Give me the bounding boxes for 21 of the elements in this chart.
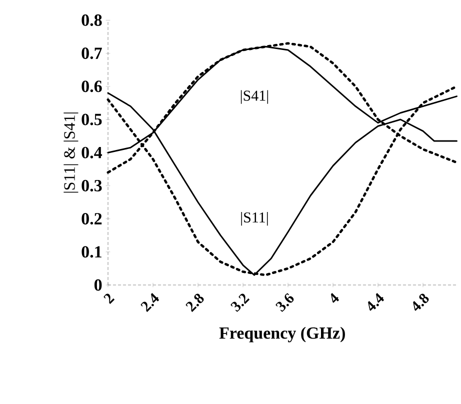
- y-axis-title: |S11| & |S41|: [64, 112, 78, 193]
- y-tick-label: 0.6: [82, 80, 102, 92]
- annotation: |S11|: [241, 212, 268, 226]
- y-tick-label: 0.7: [82, 48, 102, 60]
- x-tick-label: 2.4: [140, 293, 160, 312]
- x-tick-label: 4.8: [413, 294, 429, 311]
- y-tick-label: 0.4: [82, 146, 102, 158]
- y-tick-label: 0.8: [82, 14, 102, 26]
- y-tick-label: 0: [94, 279, 102, 291]
- x-tick-label: 2: [104, 294, 115, 304]
- x-tick-label: 4: [330, 293, 340, 303]
- y-tick-label: 0.3: [82, 180, 102, 192]
- y-tick-label: 0.1: [82, 246, 102, 258]
- annotation: |S41|: [240, 90, 268, 104]
- x-tick-label: 2.8: [186, 294, 204, 312]
- x-tick-label: 4.4: [368, 293, 384, 311]
- y-tick-label: 0.2: [82, 213, 102, 225]
- y-tick-label: 0.5: [82, 114, 102, 126]
- x-axis-title: Frequency (GHz): [219, 326, 345, 342]
- x-tick-label: 3.2: [230, 294, 250, 312]
- x-tick-label: 3.6: [276, 293, 294, 312]
